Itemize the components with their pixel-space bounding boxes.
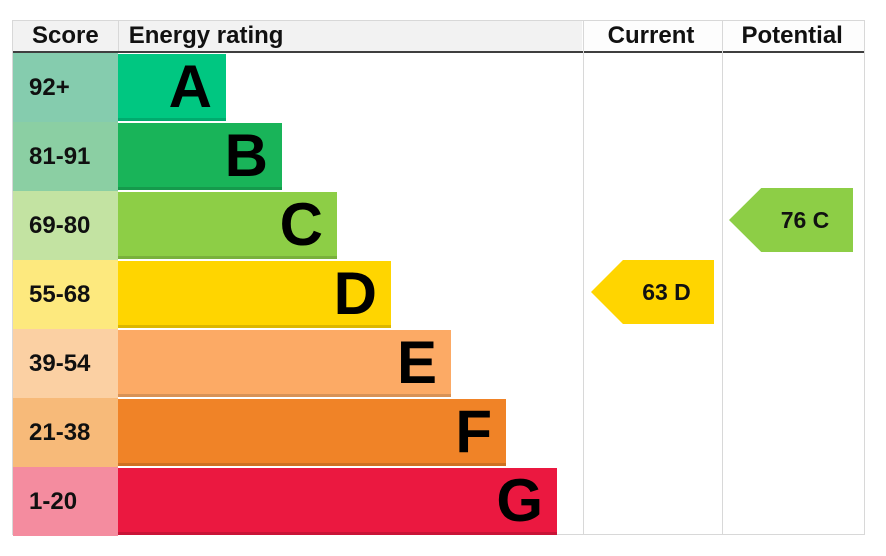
current-column-divider — [583, 21, 584, 534]
rating-letter-f: F — [455, 397, 492, 465]
header-current: Current — [581, 21, 721, 51]
header-energy-rating: Energy rating — [117, 21, 582, 51]
rating-bar-d: D — [118, 261, 391, 328]
band-row-f: 21-38 F — [13, 398, 864, 467]
rating-letter-c: C — [279, 190, 323, 258]
rating-bar-c: C — [118, 192, 337, 259]
rating-letter-d: D — [333, 259, 377, 327]
band-rows: 92+ A 81-91 B 69-80 C 55-68 D 39-54 E 21… — [13, 53, 864, 536]
score-range-d: 55-68 — [13, 260, 118, 329]
rating-letter-e: E — [396, 328, 437, 396]
rating-letter-b: B — [224, 121, 268, 189]
header-potential: Potential — [720, 21, 864, 51]
header-score: Score — [13, 21, 118, 51]
band-row-d: 55-68 D — [13, 260, 864, 329]
band-row-b: 81-91 B — [13, 122, 864, 191]
band-row-c: 69-80 C — [13, 191, 864, 260]
score-range-g: 1-20 — [13, 467, 118, 536]
epc-rating-table: Score Energy rating Current Potential 92… — [12, 20, 865, 536]
score-range-f: 21-38 — [13, 398, 118, 467]
score-range-b: 81-91 — [13, 122, 118, 191]
rating-letter-g: G — [496, 466, 543, 534]
band-row-a: 92+ A — [13, 53, 864, 122]
rating-bar-f: F — [118, 399, 506, 466]
potential-column-divider — [722, 21, 723, 534]
rating-bar-e: E — [118, 330, 451, 397]
rating-bar-g: G — [118, 468, 557, 535]
rating-bar-a: A — [118, 54, 226, 121]
score-range-c: 69-80 — [13, 191, 118, 260]
table-header: Score Energy rating Current Potential — [13, 21, 864, 53]
score-range-e: 39-54 — [13, 329, 118, 398]
band-row-e: 39-54 E — [13, 329, 864, 398]
rating-letter-a: A — [168, 52, 212, 120]
band-row-g: 1-20 G — [13, 467, 864, 536]
score-range-a: 92+ — [13, 53, 118, 122]
rating-bar-b: B — [118, 123, 282, 190]
